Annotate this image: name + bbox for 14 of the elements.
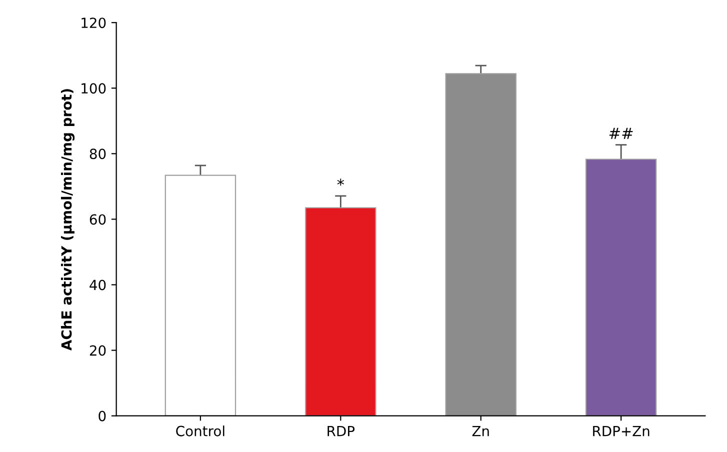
y-tick-label: 20 (90, 345, 106, 356)
y-tick-label: 120 (82, 18, 106, 28)
y-axis-title: AChE activitY (µmol/min/mg prot) (60, 89, 75, 350)
y-tick-label: 60 (90, 214, 106, 225)
x-tick-label: Control (176, 426, 224, 436)
y-tick-label: 0 (98, 410, 106, 422)
x-tick-label: RDP+Zn (593, 426, 650, 436)
annotation: ## (609, 128, 633, 139)
annotation: * (337, 178, 344, 186)
x-tick-label: RDP (328, 426, 355, 436)
x-tick-label: Zn (472, 426, 489, 436)
y-tick-label: 40 (90, 280, 106, 290)
y-tick-label: 100 (82, 83, 106, 94)
y-tick-label: 80 (90, 148, 106, 160)
